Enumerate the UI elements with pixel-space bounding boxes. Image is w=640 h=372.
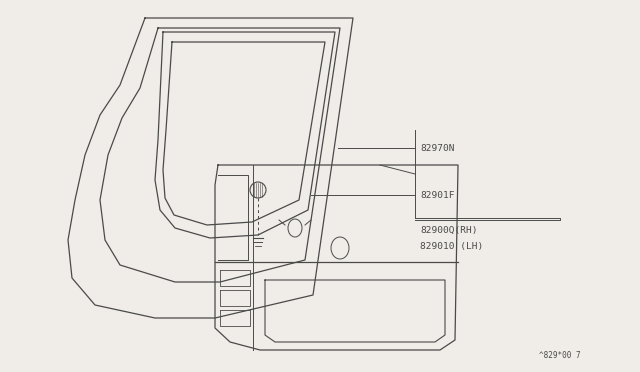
Text: 82970N: 82970N [420,144,454,153]
Ellipse shape [288,219,302,237]
Text: 82900Q(RH): 82900Q(RH) [420,225,477,234]
Text: ^829*00 7: ^829*00 7 [539,350,581,359]
Text: 829010 (LH): 829010 (LH) [420,241,483,250]
Text: 82901F: 82901F [420,190,454,199]
